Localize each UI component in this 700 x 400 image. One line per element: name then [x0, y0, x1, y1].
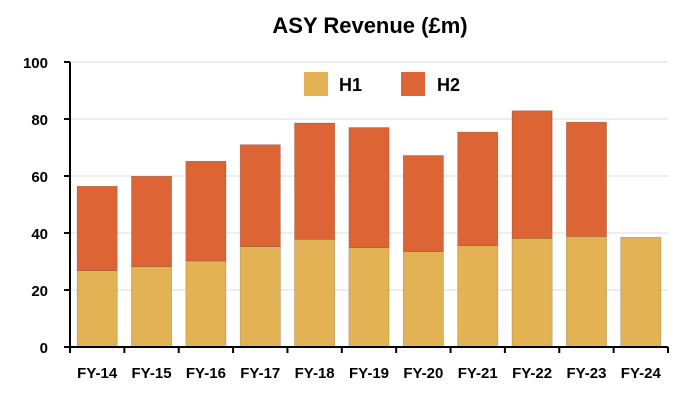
x-tick-label: FY-20	[403, 365, 443, 382]
bar-h2-fy-22	[511, 110, 553, 239]
axes	[69, 62, 668, 348]
bar-h1-fy-14	[76, 270, 118, 348]
y-tick-label: 20	[31, 283, 48, 300]
y-tick-label: 0	[40, 340, 48, 357]
bar-h1-fy-23	[566, 236, 607, 348]
legend-swatch-h1	[304, 72, 328, 96]
x-tick-label: FY-23	[566, 365, 606, 382]
x-tick-label: FY-17	[240, 365, 280, 382]
y-tick-label: 100	[23, 55, 48, 72]
bar-h1-fy-19	[348, 247, 390, 348]
x-tick-label: FY-22	[512, 365, 552, 382]
bars	[76, 110, 662, 348]
bar-h1-fy-17	[239, 246, 281, 348]
legend-label-h2: H2	[437, 75, 460, 95]
x-tick-label: FY-21	[458, 365, 498, 382]
x-tick-label: FY-24	[621, 365, 662, 382]
bar-h2-fy-20	[402, 155, 444, 252]
bar-h1-fy-22	[511, 238, 553, 348]
bar-h1-fy-24	[620, 236, 662, 348]
y-axis-ticks: 0 20 40 60 80 100	[23, 55, 70, 357]
bar-h2-fy-16	[185, 160, 227, 262]
x-tick-label: FY-14	[77, 365, 118, 382]
bar-h2-fy-23	[566, 121, 607, 237]
x-tick-label: FY-18	[295, 365, 335, 382]
legend-swatch-h2	[401, 72, 425, 96]
bar-h1-fy-20	[402, 251, 444, 348]
bar-h2-fy-17	[239, 144, 281, 247]
y-tick-label: 60	[31, 169, 48, 186]
x-tick-label: FY-15	[132, 365, 172, 382]
bar-h2-fy-18	[294, 122, 336, 240]
chart-title: ASY Revenue (£m)	[272, 13, 467, 38]
bar-h1-fy-21	[457, 245, 499, 348]
legend-label-h1: H1	[339, 75, 362, 95]
bar-h2-fy-19	[348, 127, 390, 248]
bar-h2-fy-14	[76, 185, 118, 271]
bar-h2-fy-21	[457, 131, 499, 246]
legend: H1 H2	[304, 72, 460, 96]
bar-h1-fy-15	[131, 266, 172, 348]
x-axis-ticks: FY-14 FY-15 FY-16 FY-17 FY-18 FY-19 FY-20 FY-21…	[69, 347, 669, 382]
x-tick-label: FY-16	[186, 365, 226, 382]
bar-h1-fy-16	[185, 260, 227, 348]
x-tick-label: FY-19	[349, 365, 389, 382]
bar-h2-fy-15	[131, 175, 172, 267]
bar-h1-fy-18	[294, 238, 336, 348]
y-tick-label: 40	[31, 226, 48, 243]
y-tick-label: 80	[31, 112, 48, 129]
